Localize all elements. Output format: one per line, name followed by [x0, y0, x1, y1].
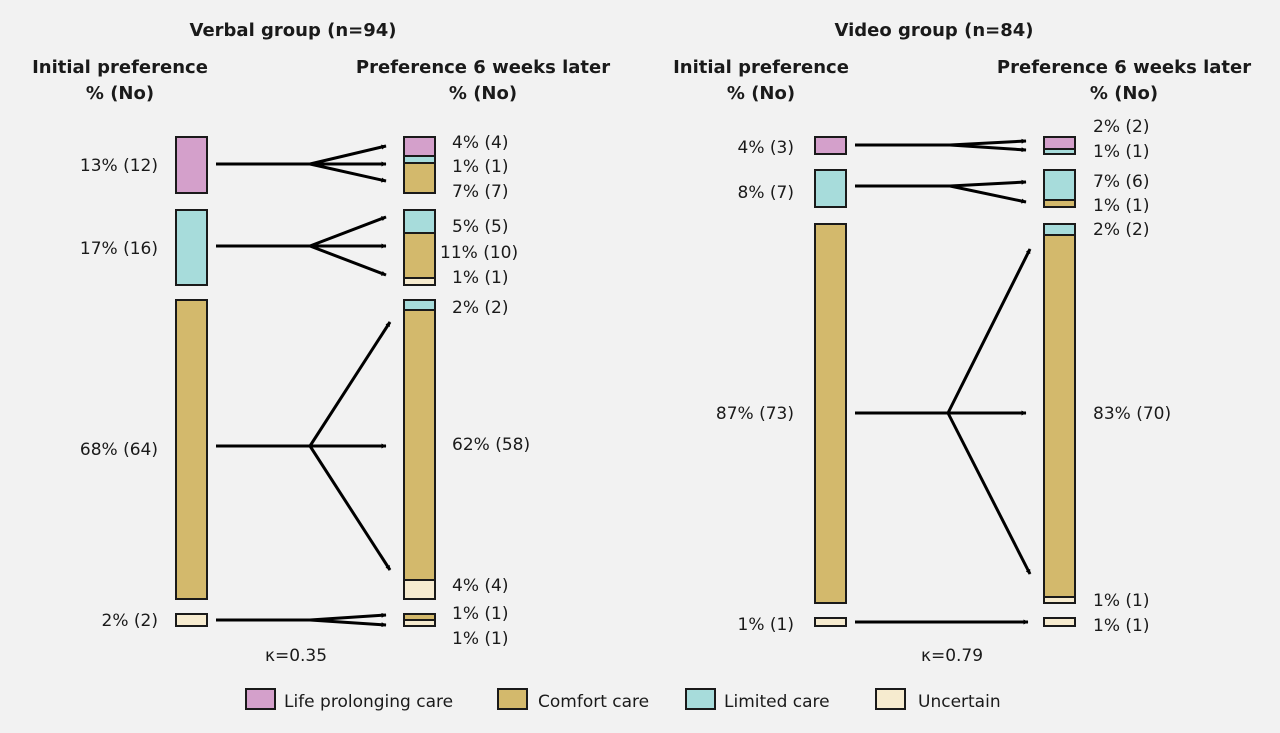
video-later-comfort-segment [1043, 234, 1076, 598]
verbal-initial-label: 2% (2) [102, 611, 158, 631]
legend: Life prolonging care Comfort care Limite… [245, 688, 1001, 712]
verbal-later-subheader: % (No) [449, 83, 517, 104]
verbal-arrow [309, 162, 387, 183]
verbal-initial-labels: 13% (12) 17% (16) 68% (64) 2% (2) [80, 156, 158, 631]
verbal-later-limited-segment [403, 209, 436, 234]
verbal-later-label: 7% (7) [452, 182, 508, 202]
legend-label-limited: Limited care [724, 692, 830, 712]
video-later-comfort-segment [1043, 199, 1076, 208]
video-later-limited-segment [1043, 169, 1076, 201]
verbal-initial-label: 17% (16) [80, 239, 158, 259]
video-arrow [949, 184, 1027, 204]
video-initial-label: 8% (7) [738, 183, 794, 203]
verbal-arrow [308, 445, 392, 571]
video-arrow [949, 143, 1027, 153]
verbal-initial-label: 13% (12) [80, 156, 158, 176]
verbal-kappa: κ=0.35 [265, 646, 327, 666]
verbal-later-comfort-segment [403, 309, 436, 581]
verbal-initial-header: Initial preference [32, 57, 208, 78]
legend-swatch-comfort [497, 688, 528, 710]
verbal-later-uncertain-segment [403, 277, 436, 286]
video-later-uncertain-segment [1043, 596, 1076, 604]
legend-label-uncertain: Uncertain [918, 692, 1001, 712]
verbal-later-limited-segment [403, 155, 436, 164]
verbal-later-comfort-segment [403, 162, 436, 194]
video-flow-arrows [855, 138, 1032, 625]
verbal-initial-subheader: % (No) [86, 83, 154, 104]
video-initial-life-prolonging-bar [814, 136, 847, 155]
video-later-limited-segment [1043, 148, 1076, 155]
verbal-arrow [309, 618, 387, 628]
video-later-limited-segment [1043, 223, 1076, 236]
verbal-later-header: Preference 6 weeks later [356, 57, 610, 78]
verbal-group-title: Verbal group (n=94) [190, 20, 397, 41]
video-later-life-prolonging-segment [1043, 136, 1076, 150]
video-initial-comfort-bar [814, 223, 847, 604]
legend-label-life-prolonging: Life prolonging care [284, 692, 453, 712]
verbal-later-label: 4% (4) [452, 133, 508, 153]
verbal-later-label: 1% (1) [452, 268, 508, 288]
verbal-later-uncertain-segment [403, 579, 436, 600]
verbal-initial-uncertain-bar [175, 613, 208, 627]
verbal-later-life-prolonging-segment [403, 136, 436, 157]
video-later-label: 2% (2) [1093, 117, 1149, 137]
legend-swatch-uncertain [875, 688, 906, 710]
video-initial-label: 4% (3) [738, 138, 794, 158]
video-later-uncertain-segment [1043, 617, 1076, 627]
verbal-initial-limited-bar [175, 209, 208, 286]
verbal-arrow [309, 612, 387, 622]
video-later-label: 7% (6) [1093, 172, 1149, 192]
video-kappa: κ=0.79 [921, 646, 983, 666]
video-later-label: 2% (2) [1093, 220, 1149, 240]
verbal-later-label: 1% (1) [452, 604, 508, 624]
legend-label-comfort: Comfort care [538, 692, 649, 712]
video-later-label: 1% (1) [1093, 142, 1149, 162]
verbal-arrow [309, 144, 387, 166]
legend-swatch-life-prolonging [245, 688, 276, 710]
verbal-initial-life-prolonging-bar [175, 136, 208, 194]
video-later-label: 1% (1) [1093, 196, 1149, 216]
verbal-later-labels: 4% (4) 1% (1) 7% (7) 5% (5) 11% (10) 1% … [440, 133, 530, 649]
verbal-later-comfort-segment [403, 232, 436, 279]
video-initial-bars [814, 136, 847, 627]
video-initial-header: Initial preference [673, 57, 849, 78]
verbal-later-bars [403, 136, 436, 627]
verbal-later-label: 4% (4) [452, 576, 508, 596]
verbal-later-label: 1% (1) [452, 629, 508, 649]
verbal-later-uncertain-segment [403, 619, 436, 627]
video-later-label: 1% (1) [1093, 616, 1149, 636]
video-initial-limited-bar [814, 169, 847, 208]
video-later-label: 83% (70) [1093, 404, 1171, 424]
video-arrow [946, 412, 1032, 575]
video-arrow [946, 248, 1032, 414]
verbal-later-label: 2% (2) [452, 298, 508, 318]
video-group-title: Video group (n=84) [834, 20, 1033, 41]
video-later-subheader: % (No) [1090, 83, 1158, 104]
verbal-arrow [308, 321, 392, 447]
verbal-later-label: 1% (1) [452, 157, 508, 177]
verbal-later-label: 62% (58) [452, 435, 530, 455]
verbal-arrow [309, 244, 387, 277]
video-initial-label: 1% (1) [738, 615, 794, 635]
video-arrow [949, 179, 1027, 188]
video-initial-subheader: % (No) [727, 83, 795, 104]
video-initial-uncertain-bar [814, 617, 847, 627]
video-later-labels: 2% (2) 1% (1) 7% (6) 1% (1) 2% (2) 83% (… [1093, 117, 1171, 636]
verbal-flow-arrows [216, 144, 392, 628]
video-initial-label: 87% (73) [716, 404, 794, 424]
legend-swatch-limited [685, 688, 716, 710]
verbal-initial-label: 68% (64) [80, 440, 158, 460]
video-later-label: 1% (1) [1093, 591, 1149, 611]
verbal-arrow [309, 215, 387, 248]
verbal-later-limited-segment [403, 299, 436, 311]
video-initial-labels: 4% (3) 8% (7) 87% (73) 1% (1) [716, 138, 794, 635]
verbal-later-label: 5% (5) [452, 217, 508, 237]
video-later-header: Preference 6 weeks later [997, 57, 1251, 78]
verbal-initial-bars [175, 136, 208, 627]
verbal-later-label: 11% (10) [440, 243, 518, 263]
video-later-bars [1043, 136, 1076, 627]
verbal-initial-comfort-bar [175, 299, 208, 600]
